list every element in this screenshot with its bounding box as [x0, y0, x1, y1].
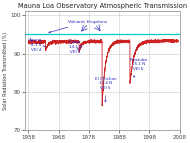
Y-axis label: Solar Radiation Transmitted (%): Solar Radiation Transmitted (%) [3, 32, 9, 110]
Text: El Chichon
17.4 N
VEI 5: El Chichon 17.4 N VEI 5 [95, 77, 116, 102]
Text: Fuego
14.1 N
VEI 4: Fuego 14.1 N VEI 4 [69, 40, 82, 53]
Title: Mauna Loa Observatory Atmospheric Transmission: Mauna Loa Observatory Atmospheric Transm… [18, 3, 187, 9]
Text: Pinatubo
15.1 N
VEI 6: Pinatubo 15.1 N VEI 6 [130, 58, 148, 77]
Text: Volcanic Eruptions: Volcanic Eruptions [49, 20, 107, 33]
Text: Agung
8.1 S
VEI 4: Agung 8.1 S VEI 4 [29, 38, 45, 52]
